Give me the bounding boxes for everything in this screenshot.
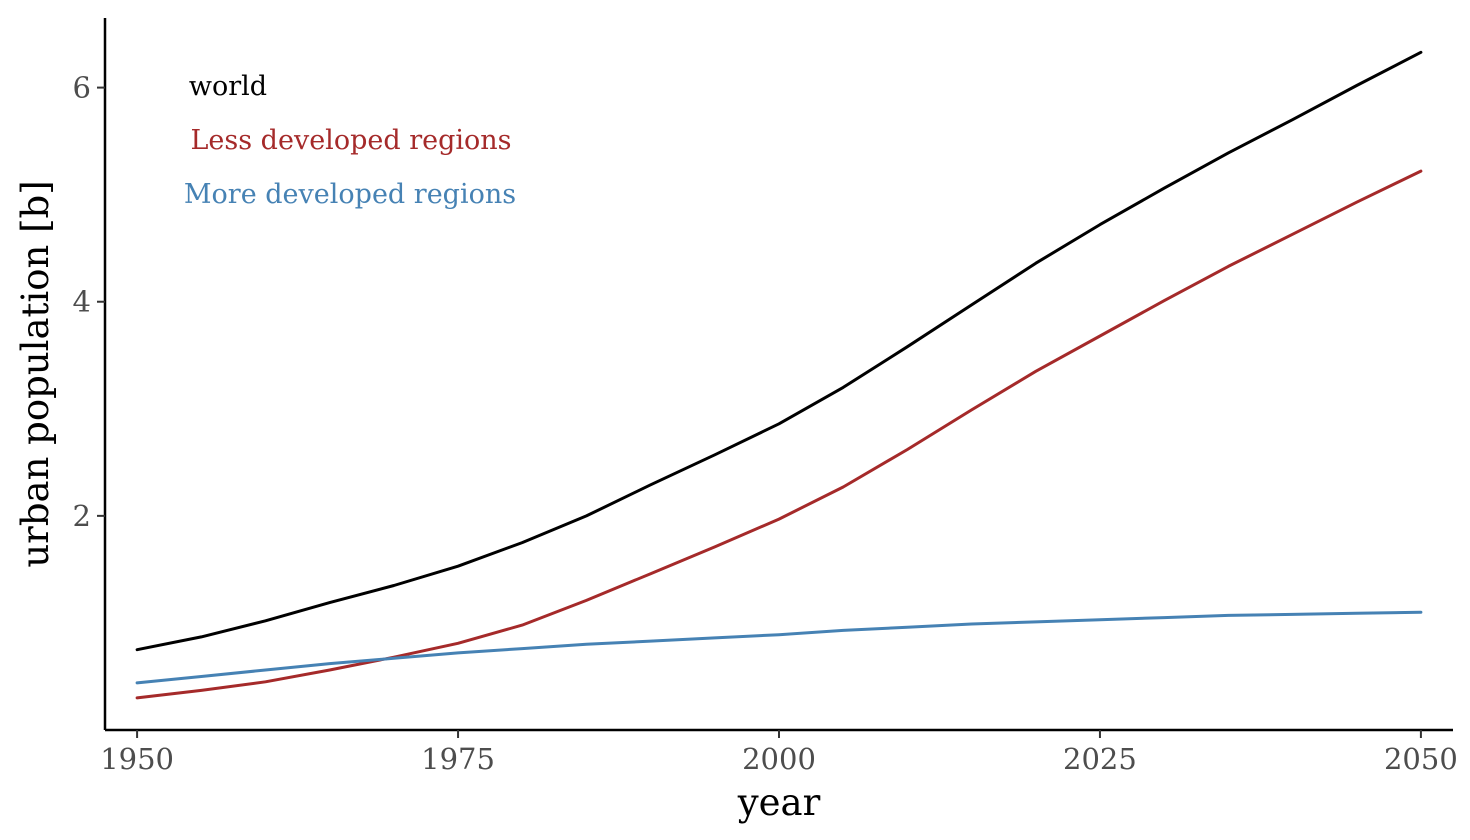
series-line-0 [135,50,1423,652]
x-tick-label: 2025 [1063,742,1137,776]
x-tick-label: 2050 [1384,742,1458,776]
series-line-1 [135,169,1423,700]
y-tick-label: 2 [73,499,91,533]
series-lines [135,50,1423,700]
y-tick-label: 4 [73,285,91,319]
x-axis-title: year [737,781,821,824]
y-tick-label: 6 [73,71,91,105]
series-label-2: More developed regions [184,179,516,210]
series-label-0: world [189,71,267,102]
ticks: 1950 1975 2000 2025 2050 2 4 6 [73,71,1458,776]
series-line-2 [135,610,1423,685]
x-tick-label: 1975 [421,742,495,776]
x-tick-label: 2000 [742,742,816,776]
x-tick-label: 1950 [100,742,174,776]
series-label-1: Less developed regions [190,125,511,156]
series-labels: world Less developed regions More develope… [184,71,516,210]
y-axis-title: urban population [b] [14,180,57,567]
